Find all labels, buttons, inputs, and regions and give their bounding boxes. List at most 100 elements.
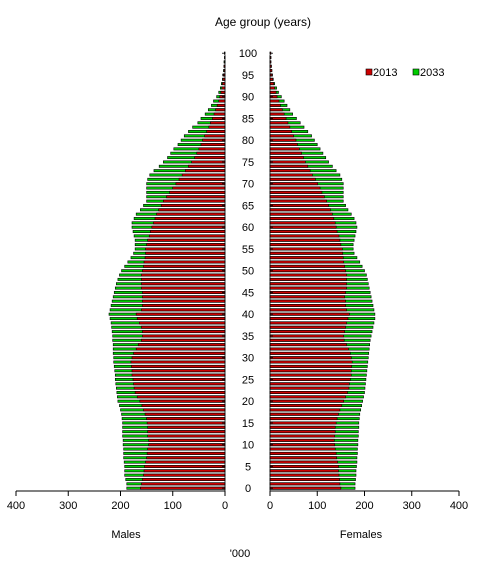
bar-male-2013-age-88	[217, 104, 225, 106]
age-tick-90: 90	[242, 92, 254, 104]
bar-female-2013-age-22	[270, 391, 347, 393]
female-bars-group	[270, 52, 375, 489]
bar-female-2013-age-82	[270, 130, 292, 132]
bar-female-2013-age-60	[270, 226, 336, 228]
bar-male-2013-age-24	[134, 383, 225, 385]
bar-female-2013-age-46	[270, 287, 347, 289]
age-tick-70: 70	[242, 179, 254, 191]
bar-female-2013-age-73	[270, 170, 310, 172]
bar-male-2013-age-80	[203, 139, 225, 141]
bar-female-2013-age-54	[270, 252, 343, 254]
age-tick-100: 100	[239, 48, 257, 60]
bar-female-2013-age-50	[270, 270, 346, 272]
bar-female-2013-age-62	[270, 217, 334, 219]
bar-male-2013-age-43	[142, 300, 225, 302]
bar-female-2013-age-57	[270, 239, 340, 241]
bar-male-2013-age-59	[150, 230, 225, 232]
bar-female-2013-age-64	[270, 209, 330, 211]
bar-male-2013-age-35	[142, 335, 225, 337]
bar-female-2013-age-51	[270, 265, 345, 267]
bar-male-2013-age-69	[173, 187, 225, 189]
bar-female-2013-age-21	[270, 396, 346, 398]
bar-female-2013-age-74	[270, 165, 308, 167]
bar-male-2013-age-84	[210, 122, 225, 124]
bar-male-2013-age-53	[145, 257, 225, 259]
bar-female-2013-age-56	[270, 243, 341, 245]
bar-male-2013-age-87	[216, 109, 225, 111]
bar-female-2013-age-26	[270, 374, 351, 376]
bar-female-2013-age-83	[270, 126, 290, 128]
bar-male-2013-age-74	[188, 165, 225, 167]
bar-female-2013-age-12	[270, 435, 335, 437]
bar-male-2013-age-48	[141, 278, 225, 280]
female-x-tick-100: 100	[308, 500, 326, 512]
bar-male-2013-age-6	[146, 461, 225, 463]
bar-male-2013-age-27	[132, 370, 225, 372]
age-tick-65: 65	[242, 200, 254, 212]
legend-label-2013: 2013	[373, 67, 397, 79]
bar-female-2013-age-86	[270, 113, 284, 115]
bar-male-2013-age-77	[197, 152, 225, 154]
bar-male-2013-age-89	[219, 100, 225, 102]
bar-male-2013-age-78	[199, 148, 225, 150]
bar-male-2013-age-41	[141, 309, 225, 311]
females-panel-label: Females	[340, 529, 383, 541]
bar-male-2013-age-34	[141, 339, 225, 341]
bar-female-2013-age-34	[270, 339, 344, 341]
bar-female-2013-age-89	[270, 100, 279, 102]
bar-female-2013-age-13	[270, 431, 335, 433]
male-x-tick-100: 100	[164, 500, 182, 512]
bar-female-2013-age-40	[270, 313, 349, 315]
bar-female-2013-age-20	[270, 400, 344, 402]
bar-male-2013-age-71	[179, 178, 225, 180]
bar-female-2013-age-29	[270, 361, 352, 363]
chart-title: Age group (years)	[215, 15, 311, 29]
bar-female-2013-age-53	[270, 257, 343, 259]
male-x-tick-0: 0	[222, 500, 228, 512]
age-tick-80: 80	[242, 135, 254, 147]
bar-female-2013-age-87	[270, 109, 282, 111]
bar-male-2013-age-26	[132, 374, 225, 376]
bar-female-2013-age-4	[270, 470, 339, 472]
bar-female-2013-age-16	[270, 417, 337, 419]
bar-male-2013-age-50	[142, 270, 225, 272]
bar-male-2013-age-29	[131, 361, 225, 363]
bar-male-2013-age-36	[142, 330, 225, 332]
bar-female-2013-age-3	[270, 474, 339, 476]
male-x-tick-300: 300	[59, 500, 77, 512]
age-tick-75: 75	[242, 157, 254, 169]
bar-male-2013-age-19	[142, 404, 225, 406]
bar-male-2013-age-37	[141, 326, 225, 328]
age-tick-60: 60	[242, 222, 254, 234]
bar-male-2013-age-76	[195, 156, 225, 158]
bar-female-2013-age-77	[270, 152, 302, 154]
bar-male-2013-age-31	[134, 352, 225, 354]
age-tick-0: 0	[245, 483, 251, 495]
bar-male-2013-age-30	[132, 357, 225, 359]
bar-male-2013-age-47	[141, 283, 225, 285]
bar-male-2013-age-20	[140, 400, 225, 402]
bar-female-2013-age-15	[270, 422, 336, 424]
bar-female-2013-age-41	[270, 309, 347, 311]
bar-female-2013-age-8	[270, 452, 336, 454]
bar-female-2013-age-80	[270, 139, 296, 141]
bar-male-2013-age-45	[142, 291, 225, 293]
bar-male-2013-age-82	[207, 130, 225, 132]
bar-female-2013-age-36	[270, 330, 345, 332]
bar-male-2013-age-40	[136, 313, 225, 315]
males-panel-label: Males	[111, 529, 141, 541]
female-x-tick-300: 300	[403, 500, 421, 512]
bar-female-2013-age-59	[270, 230, 337, 232]
bar-female-2013-age-81	[270, 135, 294, 137]
bar-female-2013-age-30	[270, 357, 351, 359]
age-tick-20: 20	[242, 396, 254, 408]
bar-male-2013-age-67	[166, 196, 225, 198]
bar-female-2013-age-45	[270, 291, 346, 293]
x-axis-unit-label: '000	[230, 548, 250, 560]
bar-male-2013-age-73	[185, 170, 225, 172]
bar-female-2013-age-31	[270, 352, 350, 354]
bar-male-2013-age-46	[141, 287, 225, 289]
